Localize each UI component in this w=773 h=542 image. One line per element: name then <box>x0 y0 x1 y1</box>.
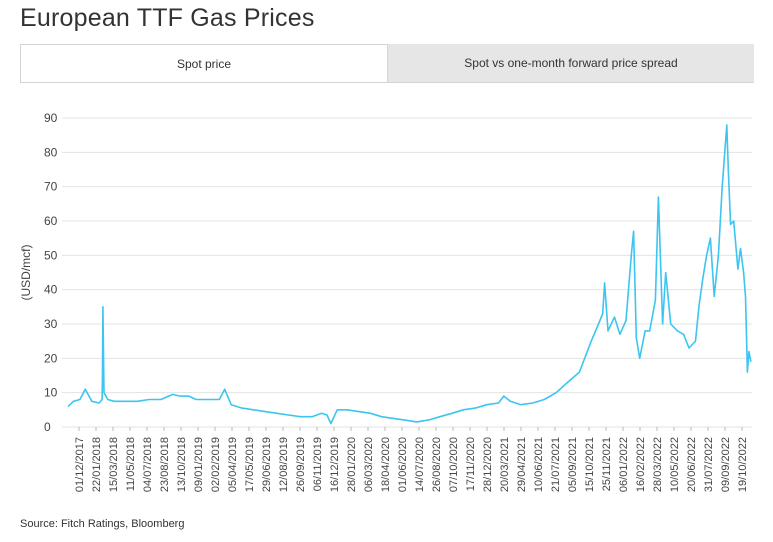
x-tick-label: 14/07/2020 <box>414 437 426 492</box>
spot-price-line <box>67 124 752 425</box>
x-tick-label: 18/04/2020 <box>380 437 392 492</box>
x-tick-label: 28/03/2022 <box>652 437 664 492</box>
x-tick-label: 25/11/2021 <box>601 437 613 491</box>
x-tick-label: 15/03/2018 <box>108 437 120 492</box>
x-tick-label: 26/09/2019 <box>295 437 307 492</box>
x-tick-label: 29/06/2019 <box>261 437 273 492</box>
y-tick-label: 90 <box>44 111 58 125</box>
x-tick-label: 19/10/2022 <box>737 437 749 492</box>
x-tick-label: 06/01/2022 <box>618 437 630 492</box>
x-tick-label: 06/03/2020 <box>363 437 375 492</box>
x-tick-label: 10/05/2022 <box>669 437 681 492</box>
chart-title: European TTF Gas Prices <box>20 4 315 32</box>
x-tick-label: 09/09/2022 <box>720 437 732 492</box>
y-tick-label: 20 <box>44 351 58 365</box>
y-tick-label: 80 <box>44 145 58 159</box>
x-tick-label: 22/01/2018 <box>91 437 103 492</box>
tab-spot-price[interactable]: Spot price <box>20 44 388 82</box>
tab-spot-price-label: Spot price <box>176 56 232 71</box>
tab-bar: Spot price Spot vs one-month forward pri… <box>20 44 754 83</box>
x-tick-label: 28/12/2020 <box>482 437 494 492</box>
source-note: Source: Fitch Ratings, Bloomberg <box>20 518 185 530</box>
tab-price-spread[interactable]: Spot vs one-month forward price spread <box>388 44 754 82</box>
y-tick-label: 10 <box>44 386 58 400</box>
y-tick-label: 40 <box>44 283 58 297</box>
x-tick-label: 12/08/2019 <box>278 437 290 492</box>
x-tick-label: 13/10/2018 <box>176 437 188 492</box>
y-tick-label: 30 <box>44 317 58 331</box>
x-tick-label: 20/03/2021 <box>499 437 511 492</box>
x-tick-label: 15/10/2021 <box>584 437 596 492</box>
x-tick-label: 17/11/2020 <box>465 437 477 491</box>
x-tick-label: 29/04/2021 <box>516 437 528 492</box>
x-tick-label: 26/08/2020 <box>431 437 443 492</box>
y-tick-label: 50 <box>44 248 58 262</box>
x-tick-label: 05/09/2021 <box>567 437 579 492</box>
x-tick-label: 02/02/2019 <box>210 437 222 492</box>
x-tick-label: 07/10/2020 <box>448 437 460 492</box>
x-tick-label: 17/05/2019 <box>244 437 256 492</box>
x-tick-label: 01/12/2017 <box>74 437 86 492</box>
y-axis-label: (USD/mcf) <box>19 245 33 301</box>
x-tick-label: 16/02/2022 <box>635 437 647 492</box>
x-tick-label: 16/12/2019 <box>329 437 341 492</box>
chart-area: 0 10 20 30 40 50 60 70 80 90 (USD/mcf) 01/12/2017 22… <box>19 111 752 492</box>
x-tick-label: 20/06/2022 <box>686 437 698 492</box>
x-tick-label: 10/06/2021 <box>533 437 545 492</box>
x-tick-label: 01/06/2020 <box>397 437 409 492</box>
x-tick-label: 06/11/2019 <box>312 437 324 491</box>
x-tick-label: 11/05/2018 <box>125 437 137 491</box>
x-tick-label: 28/01/2020 <box>346 437 358 492</box>
y-tick-label: 0 <box>44 420 51 434</box>
x-tick-label: 23/08/2018 <box>159 437 171 492</box>
y-tick-label: 60 <box>44 214 58 228</box>
y-tick-label: 70 <box>44 180 58 194</box>
x-tick-label: 31/07/2022 <box>703 437 715 492</box>
tab-price-spread-label: Spot vs one-month forward price spread <box>464 56 678 70</box>
x-tick-label: 04/07/2018 <box>142 437 154 492</box>
x-tick-label: 05/04/2019 <box>227 437 239 492</box>
x-tick-label: 21/07/2021 <box>550 437 562 492</box>
x-tick-label: 09/01/2019 <box>193 437 205 492</box>
